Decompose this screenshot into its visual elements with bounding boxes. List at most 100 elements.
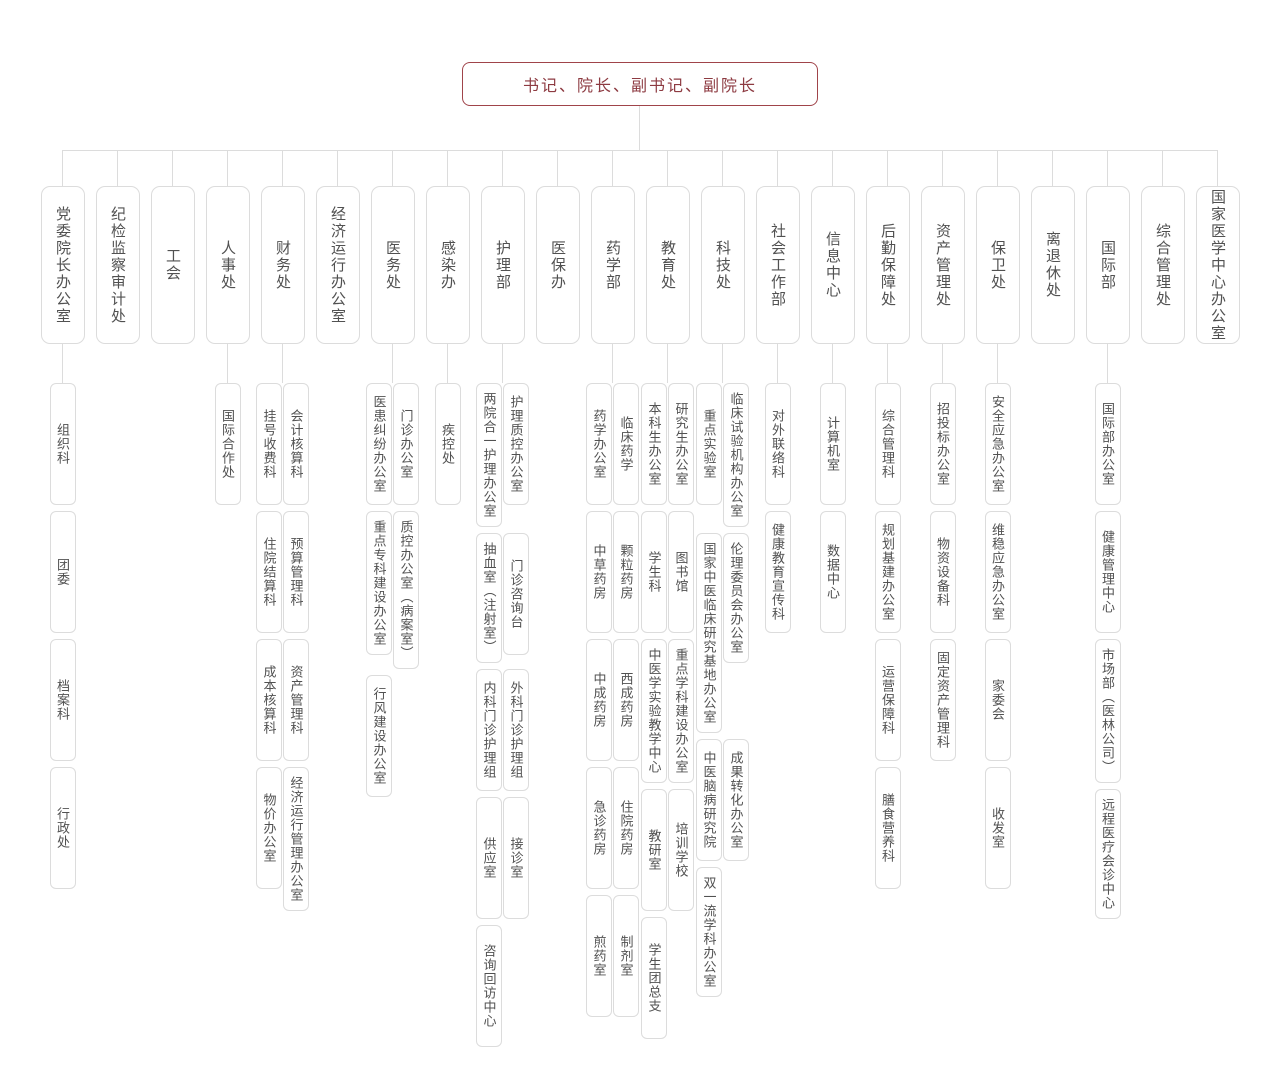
sub-dept-node: 住院结算科 xyxy=(256,511,282,633)
dept-column-18: 保卫处 安全应急办公室 维稳应急办公室 家委会 收发室 xyxy=(970,150,1025,1047)
sub-dept-node: 行政处 xyxy=(49,767,76,889)
dept-node: 科技处 xyxy=(700,186,745,344)
sub-dept-node: 中草药房 xyxy=(586,511,612,633)
dept-connector-line xyxy=(282,150,283,186)
sub-dept-node: 抽血室（注射室） xyxy=(476,533,502,663)
dept-connector-line xyxy=(667,150,668,186)
sub-dept-node: 数据中心 xyxy=(819,511,846,633)
children-group: 计算机室 数据中心 xyxy=(819,383,846,633)
children-connector-line xyxy=(887,344,888,383)
dept-node: 护理部 xyxy=(480,186,525,344)
sub-dept-node: 住院药房 xyxy=(613,767,639,889)
dept-connector-line xyxy=(997,150,998,186)
sub-dept-node: 对外联络科 xyxy=(764,383,791,505)
dept-column-2: 纪检监察审计处 xyxy=(90,150,145,1047)
sub-dept-node: 伦理委员会办公室 xyxy=(723,533,749,663)
dept-column-5: 财务处 挂号收费科 会计核算科 住院结算科 预算管理科 成本核算科 资产管理科 物价办公室 经济… xyxy=(255,150,310,1047)
dept-node: 药学部 xyxy=(590,186,635,344)
dept-column-15: 信息中心计算机室数据中心 xyxy=(805,150,860,1047)
sub-dept-node: 远程医疗会诊中心 xyxy=(1094,789,1121,919)
sub-dept-node: 固定资产管理科 xyxy=(929,639,956,761)
sub-dept-node: 中成药房 xyxy=(586,639,612,761)
sub-dept-node: 门诊办公室 xyxy=(393,383,419,505)
dept-column-17: 资产管理处 招投标办公室 物资设备科 固定资产管理科 xyxy=(915,150,970,1047)
sub-dept-node: 规划基建办公室 xyxy=(874,511,901,633)
dept-column-3: 工会 xyxy=(145,150,200,1047)
children-group: 两院合一护理办公室 护理质控办公室 抽血室（注射室） 门诊咨询台 内科门诊护理组 外科门诊… xyxy=(476,383,529,1047)
dept-column-13: 科技处 重点实验室 临床试验机构办公室 国家中医临床研究基地办公室 伦理委员会办公室 中医… xyxy=(695,150,750,1047)
dept-column-9: 护理部两院合一护理办公室 护理质控办公室 抽血室（注射室） 门诊咨询台 内科门诊护理组外… xyxy=(475,150,530,1047)
departments-row: 党委院长办公室组织科 团委 档案科 行政处 纪检监察审计处 工会 人事处 国际合作处 财务处 挂号… xyxy=(35,150,1245,1047)
sub-dept-node: 外科门诊护理组 xyxy=(503,669,529,791)
children-group: 安全应急办公室 维稳应急办公室 家委会 收发室 xyxy=(984,383,1011,889)
level1-horizontal-connector xyxy=(62,150,1218,151)
dept-node: 纪检监察审计处 xyxy=(95,186,140,344)
sub-dept-node: 供应室 xyxy=(476,797,502,919)
sub-dept-node: 中医脑病研究院 xyxy=(696,739,722,861)
sub-dept-node: 煎药室 xyxy=(586,895,612,1017)
dept-connector-line xyxy=(612,150,613,186)
children-connector-line xyxy=(612,344,613,383)
children-group: 本科生办公室 研究生办公室 学生科 图书馆 中医学实验教学中心 重点学科建设办公室 教研室培… xyxy=(641,383,694,1039)
sub-dept-node: 招投标办公室 xyxy=(929,383,956,505)
dept-node: 人事处 xyxy=(205,186,250,344)
dept-connector-line xyxy=(172,150,173,186)
sub-dept-node: 图书馆 xyxy=(668,511,694,633)
dept-connector-line xyxy=(1107,150,1108,186)
dept-column-7: 医务处 医患纠纷办公室 门诊办公室 重点专科建设办公室 质控办公室（病案室） 行风建设办公… xyxy=(365,150,420,1047)
children-connector-line xyxy=(832,344,833,383)
sub-dept-node: 制剂室 xyxy=(613,895,639,1017)
sub-dept-node: 物价办公室 xyxy=(256,767,282,889)
sub-dept-node: 资产管理科 xyxy=(283,639,309,761)
sub-dept-node: 重点专科建设办公室 xyxy=(366,511,392,655)
sub-dept-node: 健康教育宣传科 xyxy=(764,511,791,633)
dept-connector-line xyxy=(227,150,228,186)
root-connector-line xyxy=(639,106,640,150)
dept-node: 党委院长办公室 xyxy=(40,186,85,344)
dept-column-10: 医保办 xyxy=(530,150,585,1047)
children-group: 综合管理科 规划基建办公室 运营保障科 膳食营养科 xyxy=(874,383,901,889)
dept-column-12: 教育处本科生办公室 研究生办公室 学生科 图书馆 中医学实验教学中心 重点学科建设办公室教… xyxy=(640,150,695,1047)
sub-dept-node: 急诊药房 xyxy=(586,767,612,889)
dept-node: 财务处 xyxy=(260,186,305,344)
children-group: 疾控处 xyxy=(434,383,461,505)
sub-dept-node: 健康管理中心 xyxy=(1094,511,1121,633)
dept-node: 综合管理处 xyxy=(1140,186,1185,344)
dept-node: 社会工作部 xyxy=(755,186,800,344)
sub-dept-node: 家委会 xyxy=(984,639,1011,761)
sub-dept-node: 会计核算科 xyxy=(283,383,309,505)
children-group: 组织科 团委 档案科 行政处 xyxy=(49,383,76,889)
dept-column-22: 国家医学中心办公室 xyxy=(1190,150,1245,1047)
dept-node: 保卫处 xyxy=(975,186,1020,344)
dept-node: 资产管理处 xyxy=(920,186,965,344)
dept-node: 国家医学中心办公室 xyxy=(1195,186,1240,344)
dept-node: 信息中心 xyxy=(810,186,855,344)
dept-node: 离退休处 xyxy=(1030,186,1075,344)
dept-column-4: 人事处 国际合作处 xyxy=(200,150,255,1047)
dept-connector-line xyxy=(832,150,833,186)
sub-dept-node: 双一流学科办公室 xyxy=(696,867,722,997)
children-group: 对外联络科健康教育宣传科 xyxy=(764,383,791,633)
dept-connector-line xyxy=(447,150,448,186)
sub-dept-node: 医患纠纷办公室 xyxy=(366,383,392,505)
sub-dept-node: 经济运行管理办公室 xyxy=(283,767,309,911)
dept-connector-line xyxy=(392,150,393,186)
sub-dept-node: 质控办公室（病案室） xyxy=(393,511,419,669)
dept-node: 教育处 xyxy=(645,186,690,344)
sub-dept-node: 预算管理科 xyxy=(283,511,309,633)
children-connector-line xyxy=(502,344,503,383)
sub-dept-node: 西成药房 xyxy=(613,639,639,761)
dept-connector-line xyxy=(777,150,778,186)
sub-dept-node: 团委 xyxy=(49,511,76,633)
sub-dept-node: 中医学实验教学中心 xyxy=(641,639,667,783)
sub-dept-node: 计算机室 xyxy=(819,383,846,505)
sub-dept-node: 收发室 xyxy=(984,767,1011,889)
dept-connector-line xyxy=(1162,150,1163,186)
sub-dept-node: 综合管理科 xyxy=(874,383,901,505)
sub-dept-node: 本科生办公室 xyxy=(641,383,667,505)
children-group: 药学办公室 临床药学 中草药房 颗粒药房 中成药房 西成药房 急诊药房 住院药房 煎药室 制剂室 xyxy=(586,383,639,1017)
dept-column-6: 经济运行办公室 xyxy=(310,150,365,1047)
sub-dept-node: 门诊咨询台 xyxy=(503,533,529,655)
children-connector-line xyxy=(392,344,393,383)
